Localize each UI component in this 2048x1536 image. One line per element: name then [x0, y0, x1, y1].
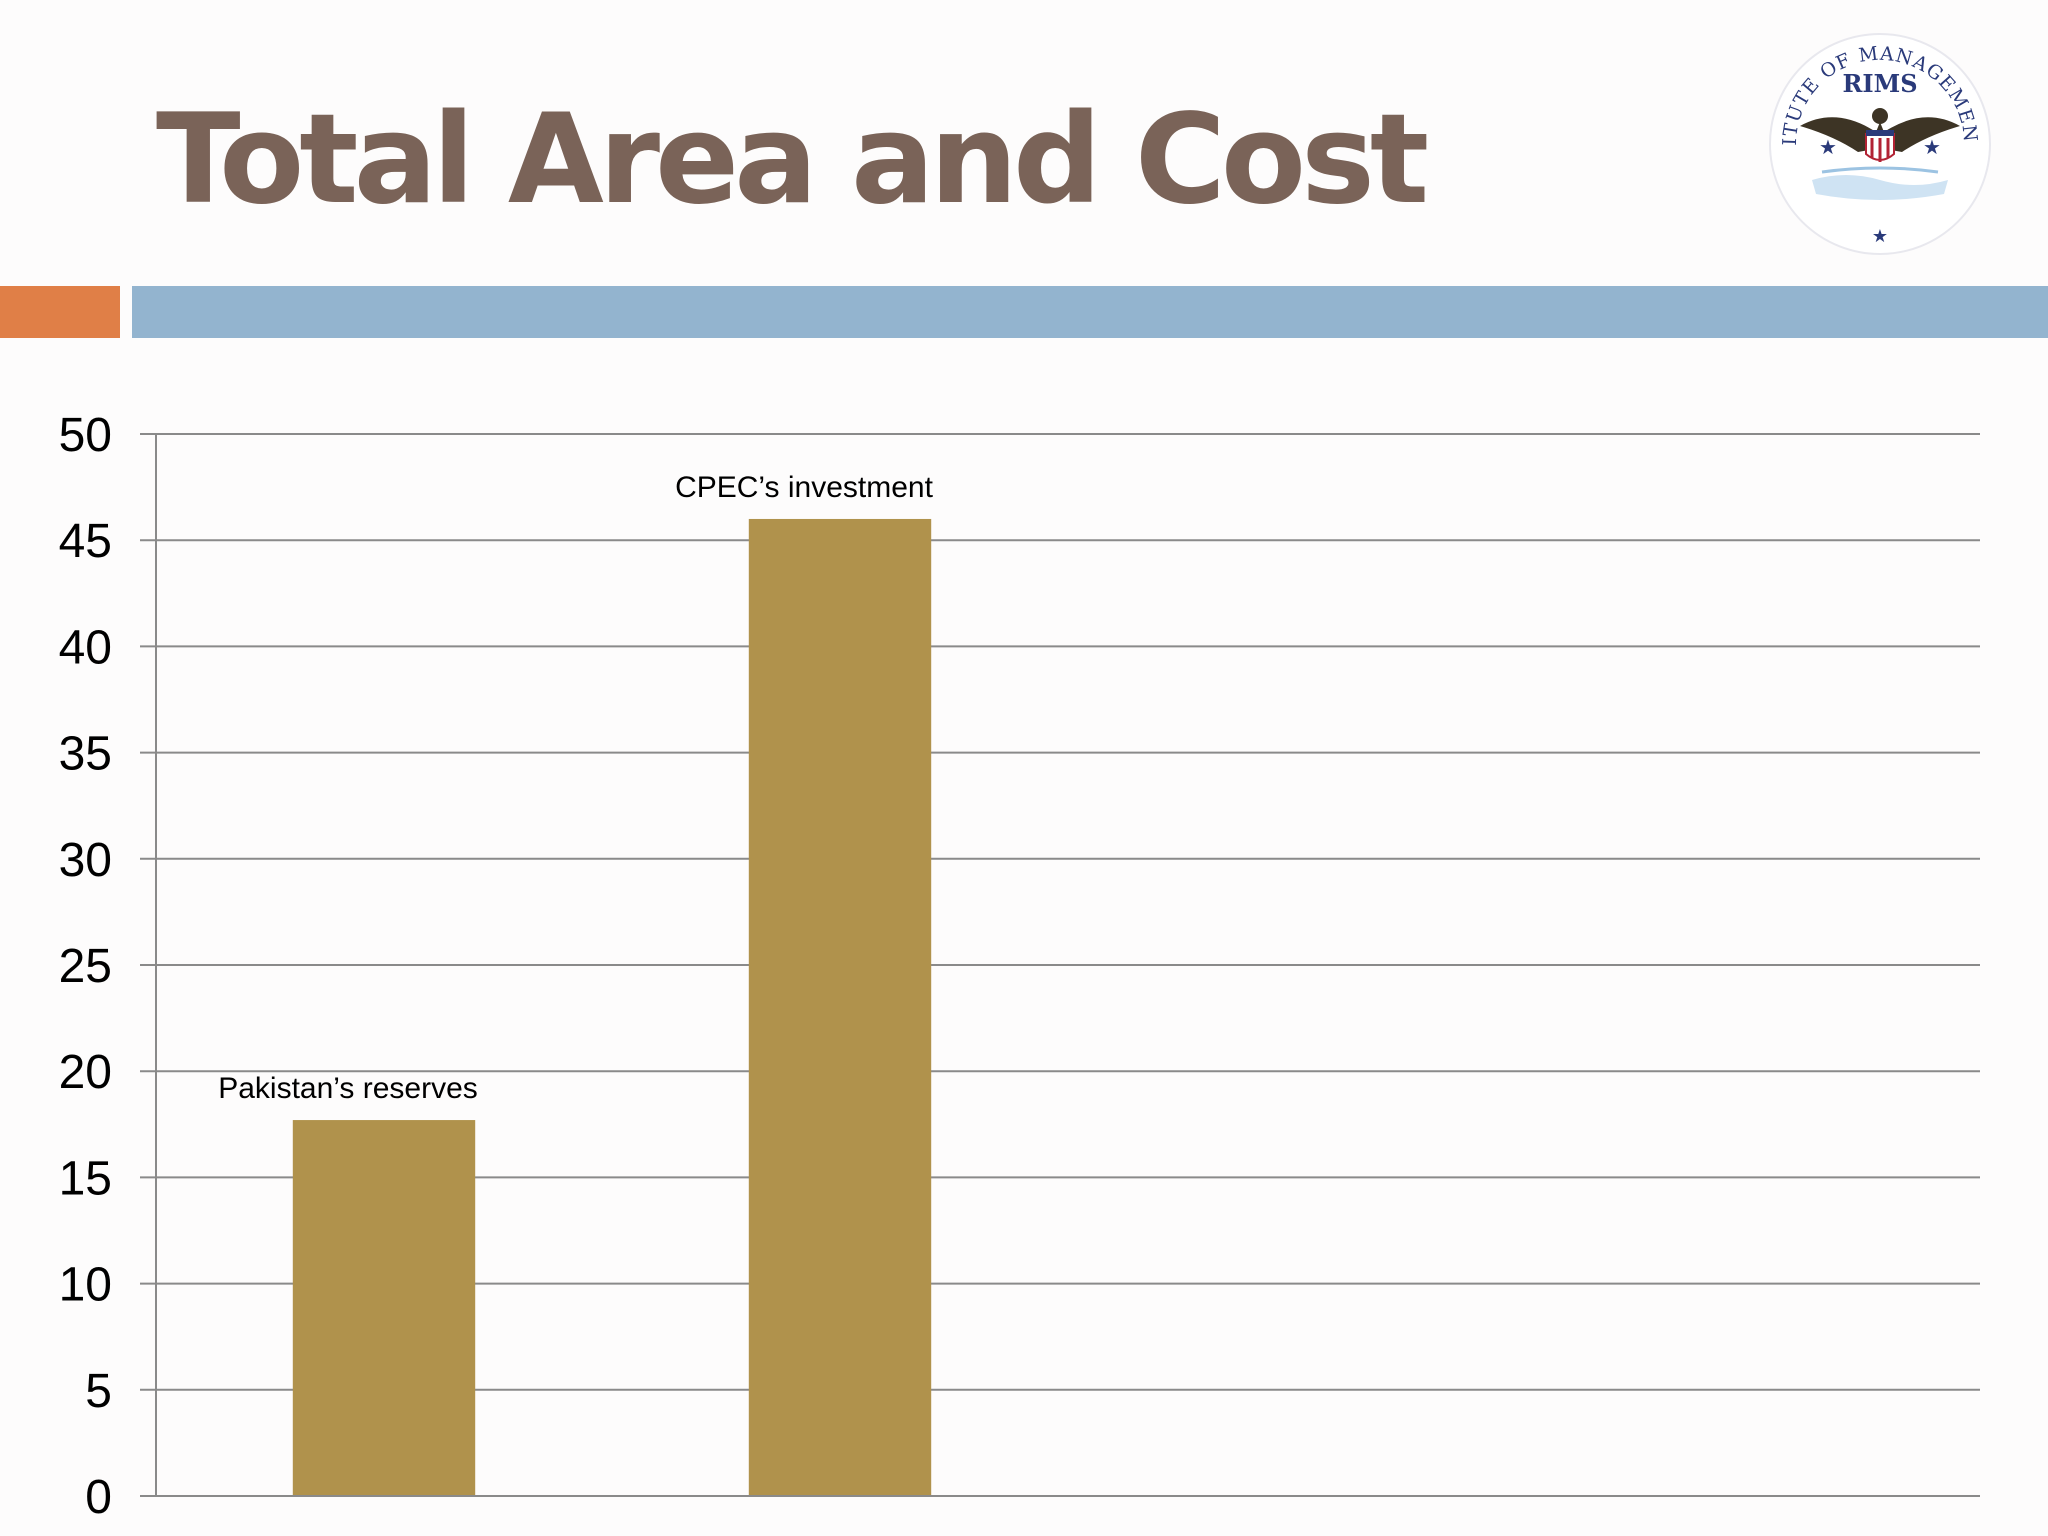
bar — [292, 1120, 476, 1496]
y-tick-label: 5 — [85, 1365, 112, 1418]
y-tick-label: 25 — [59, 940, 112, 993]
y-tick-label: 10 — [59, 1259, 112, 1312]
accent-bar-orange — [0, 286, 120, 338]
svg-text:★: ★ — [1819, 135, 1837, 159]
bar — [748, 518, 932, 1496]
svg-text:★: ★ — [1872, 226, 1888, 247]
y-tick-label: 35 — [59, 728, 112, 781]
slide-title: Total Area and Cost — [156, 88, 1429, 232]
y-tick-label: 0 — [85, 1471, 112, 1524]
data-label: CPEC’s investment — [675, 471, 934, 504]
rims-eagle-seal-icon: ROYAL INSTITUTE OF MANAGEMENT SCIENCES R… — [1766, 30, 1991, 255]
logo-center-text: RIMS — [1842, 69, 1917, 98]
svg-text:★: ★ — [1923, 135, 1941, 159]
y-tick-label: 30 — [59, 834, 112, 887]
y-tick-label: 20 — [59, 1046, 112, 1099]
y-tick-label: 50 — [59, 409, 112, 462]
data-label: Pakistan’s reserves — [218, 1072, 478, 1105]
y-tick-label: 45 — [59, 515, 112, 568]
accent-bar-blue — [132, 286, 2048, 338]
y-tick-label: 15 — [59, 1152, 112, 1205]
y-tick-label: 40 — [59, 621, 112, 674]
